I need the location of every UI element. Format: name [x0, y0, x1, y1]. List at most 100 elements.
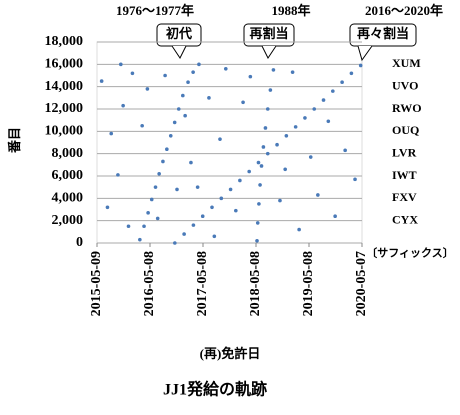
point — [155, 216, 160, 221]
point — [212, 234, 217, 239]
point — [353, 177, 357, 182]
x-axis-label: (再)免許日 — [200, 346, 261, 361]
y-tick-label: 6,000 — [52, 168, 84, 183]
point — [149, 197, 154, 202]
point — [146, 211, 150, 215]
suffix-label: CYX — [392, 212, 418, 226]
x-tick-label: 2017-05-08 — [195, 251, 210, 316]
y-tick-label: 0 — [76, 235, 83, 250]
point — [191, 223, 196, 227]
point — [284, 134, 289, 138]
point — [340, 80, 344, 84]
annotation-label: 再々割当 — [357, 26, 409, 41]
point — [109, 131, 114, 136]
callout: 初代 — [156, 23, 202, 59]
point — [207, 96, 211, 100]
point — [256, 160, 261, 165]
point — [303, 116, 307, 120]
point — [173, 241, 177, 245]
point — [283, 167, 287, 172]
point — [255, 221, 260, 225]
point — [200, 214, 205, 218]
point — [181, 93, 185, 98]
point — [297, 227, 301, 232]
point — [140, 123, 144, 128]
point — [142, 224, 146, 229]
y-tick-label: 16,000 — [45, 57, 84, 72]
point — [145, 87, 150, 91]
y-tick-label: 8,000 — [52, 146, 84, 161]
point — [257, 202, 261, 206]
annotation-period: 1976～1977年 — [116, 3, 194, 18]
point — [241, 100, 245, 105]
y-tick-label: 12,000 — [45, 101, 84, 116]
point — [163, 73, 167, 78]
point — [238, 178, 242, 183]
point — [290, 70, 295, 74]
annotation-period: 1988年 — [271, 3, 310, 18]
annotation-label: 再割当 — [249, 26, 288, 41]
point — [321, 98, 326, 102]
point — [349, 71, 354, 76]
suffix-label: OUQ — [392, 123, 419, 137]
suffix-label: LVR — [392, 145, 417, 159]
point — [326, 119, 331, 124]
point — [333, 214, 337, 218]
point — [161, 159, 165, 164]
x-tick-label: 2016-05-08 — [142, 251, 157, 316]
point — [153, 185, 158, 189]
point — [172, 120, 177, 125]
y-axis-label: 番目 — [7, 127, 22, 154]
point — [271, 68, 276, 72]
annotation-label: 初代 — [166, 26, 192, 41]
suffix-label: XUM — [392, 56, 421, 70]
annotation-period: 2016～2020年 — [365, 3, 443, 18]
point — [248, 74, 253, 79]
point — [308, 155, 313, 159]
suffix-label: IWT — [392, 168, 417, 182]
point — [126, 224, 131, 229]
point — [312, 107, 317, 111]
callout: 再割当 — [243, 23, 295, 59]
point — [182, 232, 186, 236]
point — [331, 89, 335, 93]
point — [175, 187, 179, 192]
suffix-label: UVO — [392, 78, 418, 92]
suffix-label: RWO — [392, 101, 422, 115]
callout: 再々割当 — [349, 23, 417, 62]
point — [130, 71, 135, 76]
point — [261, 145, 266, 149]
point — [219, 196, 224, 201]
point — [343, 148, 347, 153]
point — [116, 173, 120, 177]
point — [105, 205, 110, 210]
point — [197, 62, 201, 67]
point — [228, 187, 233, 192]
point — [176, 107, 181, 111]
point — [234, 208, 238, 213]
point — [99, 79, 104, 83]
y-tick-label: 14,000 — [45, 79, 84, 94]
point — [247, 169, 251, 174]
point — [191, 70, 195, 74]
chart-title: JJ1発給の軌跡 — [163, 380, 267, 399]
point — [138, 237, 142, 242]
point — [195, 185, 200, 189]
point — [183, 113, 187, 118]
x-tick-label: 2015-05-09 — [89, 251, 104, 316]
point — [255, 238, 259, 243]
suffix-label: FXV — [392, 190, 417, 204]
point — [157, 171, 161, 176]
point — [268, 88, 273, 92]
point — [278, 198, 282, 203]
point — [265, 151, 270, 156]
point — [358, 63, 363, 68]
point — [186, 80, 190, 84]
y-tick-label: 18,000 — [45, 34, 84, 49]
y-tick-label: 2,000 — [52, 213, 84, 228]
point — [293, 125, 298, 129]
point — [121, 103, 125, 108]
y-tick-label: 4,000 — [52, 191, 84, 206]
y-tick-label: 10,000 — [45, 124, 84, 139]
x-tick-label: 2020-05-07 — [354, 251, 369, 316]
